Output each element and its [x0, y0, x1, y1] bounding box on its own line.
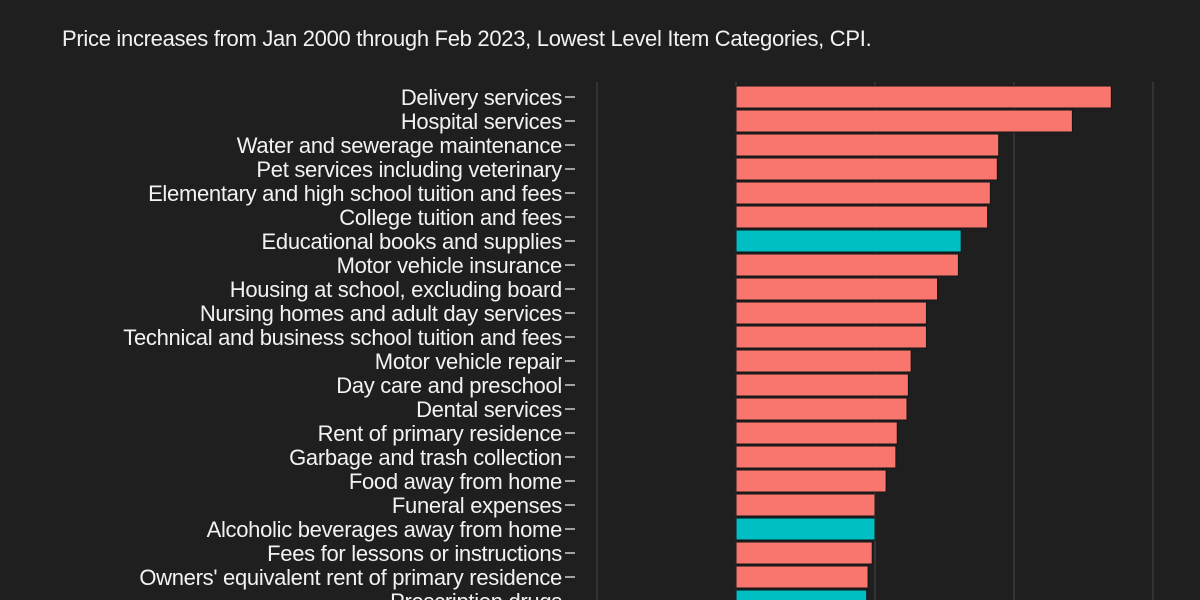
bar [735, 469, 887, 493]
bar [735, 253, 959, 277]
bar [735, 205, 989, 229]
category-label: Garbage and trash collection [289, 445, 562, 470]
bar [735, 133, 1000, 157]
bar [735, 277, 939, 301]
category-label: Delivery services [401, 85, 562, 110]
bar [735, 565, 869, 589]
bar [735, 541, 873, 565]
category-label: Water and sewerage maintenance [237, 133, 562, 158]
bar [735, 421, 898, 445]
category-label: Food away from home [349, 469, 562, 494]
category-label: Motor vehicle repair [375, 349, 562, 374]
category-label: Technical and business school tuition an… [123, 325, 562, 350]
category-label: College tuition and fees [339, 205, 562, 230]
category-label: Motor vehicle insurance [337, 253, 562, 278]
bar [735, 301, 927, 325]
bar [735, 325, 927, 349]
category-label: Day care and preschool [336, 373, 562, 398]
bar [735, 493, 876, 517]
category-label: Elementary and high school tuition and f… [148, 181, 562, 206]
chart-subtitle: Price increases from Jan 2000 through Fe… [62, 26, 872, 51]
category-label: Alcoholic beverages away from home [207, 517, 562, 542]
category-label: Pet services including veterinary [256, 157, 562, 182]
category-label: Housing at school, excluding board [230, 277, 562, 302]
bar [735, 109, 1073, 133]
bar [735, 181, 991, 205]
category-label: Rent of primary residence [318, 421, 562, 446]
category-label: Hospital services [401, 109, 562, 134]
bar [735, 445, 897, 469]
category-label: Educational books and supplies [262, 229, 563, 254]
category-label: Fees for lessons or instructions [267, 541, 562, 566]
bar [735, 229, 962, 253]
bar [735, 85, 1112, 109]
bar [735, 373, 909, 397]
category-label: Dental services [416, 397, 562, 422]
bar [735, 157, 998, 181]
category-label: Funeral expenses [392, 493, 562, 518]
category-label: Nursing homes and adult day services [200, 301, 562, 326]
bar [735, 517, 876, 541]
bar [735, 589, 868, 600]
bar [735, 349, 912, 373]
category-label: Prescription drugs [390, 589, 562, 600]
category-label: Owners' equivalent rent of primary resid… [139, 565, 562, 590]
bar [735, 397, 908, 421]
